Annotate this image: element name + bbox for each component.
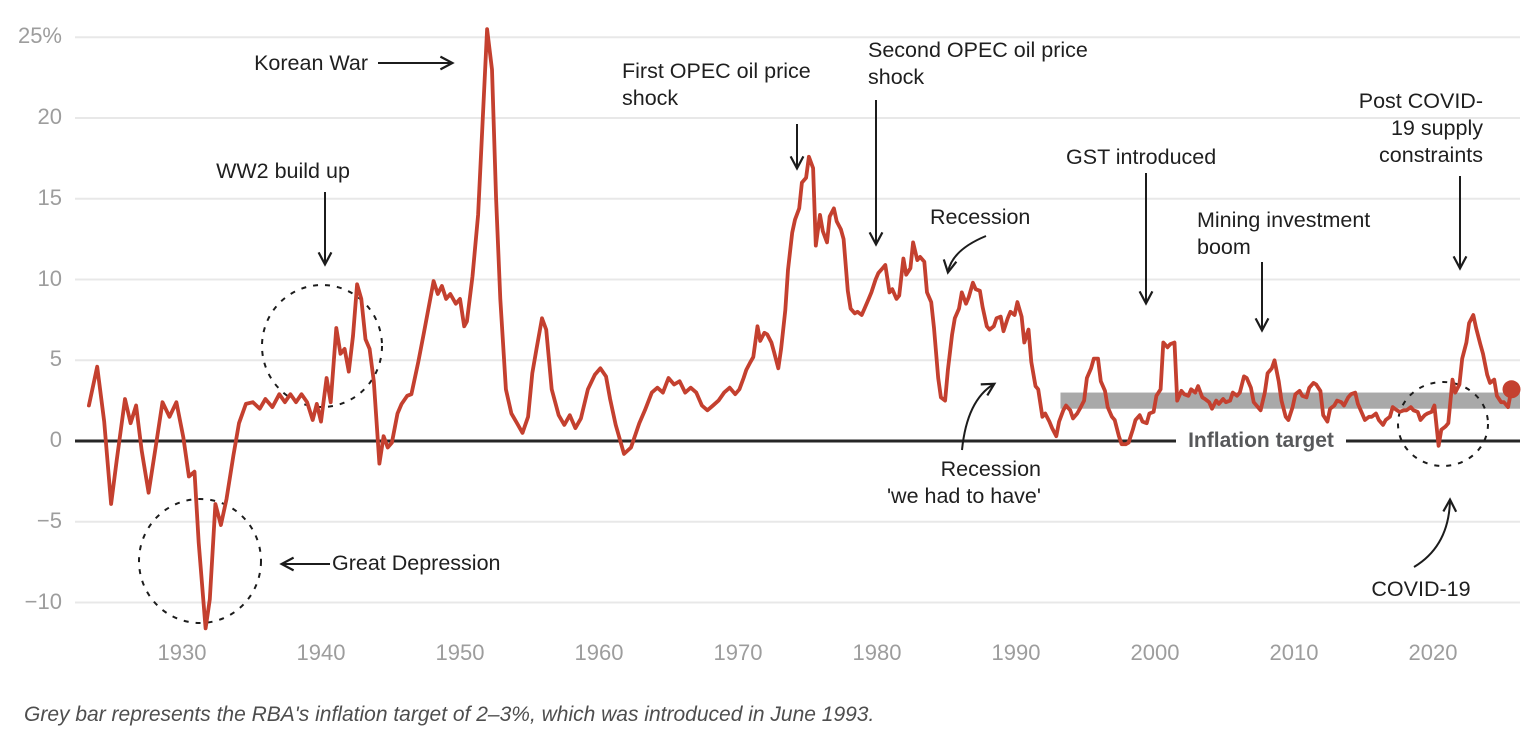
x-tick-label: 2020	[1408, 640, 1458, 665]
x-tick-label: 2000	[1130, 640, 1180, 665]
y-tick-label: 25%	[17, 23, 62, 49]
annotation-mining-investment-boom: Mining investment boom	[1197, 208, 1371, 259]
ww2-circle	[261, 284, 383, 408]
covid-arrow	[1413, 497, 1458, 568]
recession-we-had-to-have-arrow	[961, 382, 997, 451]
annotation-great-depression: Great Depression	[332, 551, 501, 575]
y-tick-label: −10	[24, 588, 62, 614]
x-tick-label: 1940	[296, 640, 346, 665]
inflation-series	[87, 27, 1521, 631]
gridlines	[75, 36, 1520, 604]
x-tick-label: 1970	[713, 640, 763, 665]
annotation-recession-we-had-to-have: Recession 'we had to have'	[886, 457, 1041, 508]
x-tick-label: 1960	[574, 640, 624, 665]
great-depression-circle	[138, 498, 262, 624]
y-tick-label: 15	[37, 184, 62, 210]
annotation-first-opec-shock: First OPEC oil price shock	[622, 59, 811, 110]
x-tick-label: 2010	[1269, 640, 1319, 665]
series-end-dot	[1502, 380, 1521, 399]
annotation-post-covid-supply: Post COVID- 19 supply constraints	[1358, 89, 1483, 167]
inflation-line	[87, 27, 1514, 631]
annotation-inflation-target-label: Inflation target	[1188, 429, 1334, 452]
x-tick-label: 1980	[852, 640, 902, 665]
x-tick-label: 1990	[991, 640, 1041, 665]
annotation-shapes	[138, 55, 1489, 624]
recession-1980s-arrow	[942, 235, 987, 275]
annotation-gst-introduced: GST introduced	[1066, 145, 1217, 169]
x-tick-label: 1930	[157, 640, 207, 665]
y-tick-label: −5	[36, 507, 62, 533]
covid-circle	[1397, 381, 1489, 467]
annotation-covid-19: COVID-19	[1371, 577, 1471, 601]
annotation-recession-1980s: Recession	[930, 205, 1031, 229]
y-tick-label: 0	[49, 427, 62, 452]
y-tick-label: 5	[49, 346, 62, 372]
y-tick-label: 20	[37, 104, 62, 129]
annotation-second-opec-shock: Second OPEC oil price shock	[868, 38, 1088, 89]
x-tick-label: 1950	[435, 640, 485, 665]
footnote: Grey bar represents the RBA's inflation …	[24, 703, 875, 726]
annotation-ww2-build-up: WW2 build up	[216, 159, 350, 183]
annotation-korean-war: Korean War	[254, 51, 368, 75]
y-tick-label: 10	[37, 265, 62, 291]
